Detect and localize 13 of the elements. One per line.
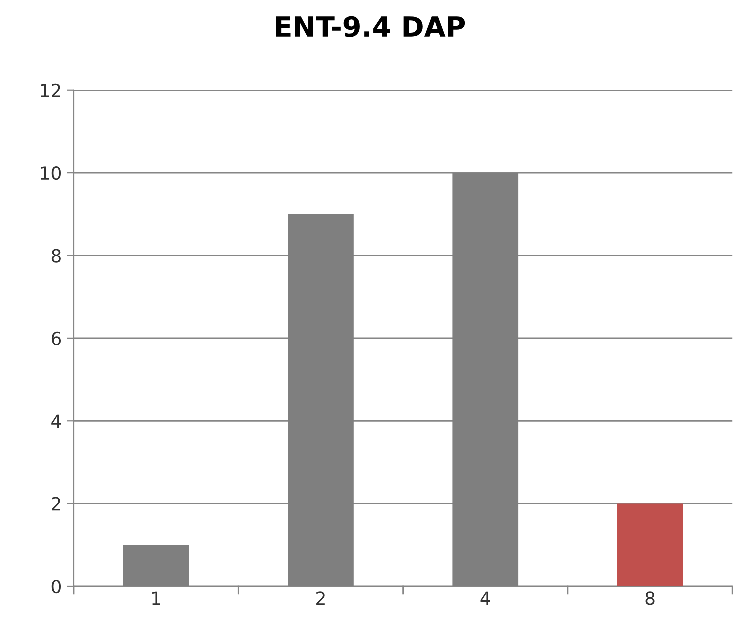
x-tick-label: 1: [152, 592, 160, 606]
y-tick-label: 0: [52, 580, 61, 594]
y-tick-label: 4: [52, 414, 62, 428]
y-tick-label: 6: [52, 332, 62, 346]
x-tick-label: 4: [480, 592, 490, 606]
x-tick-label: 8: [646, 592, 655, 606]
bar: [617, 504, 684, 586]
y-tick-label: 8: [52, 249, 61, 263]
y-tick-label: 12: [41, 84, 60, 98]
y-tick-label: 2: [52, 497, 60, 511]
x-tick-label: 2: [316, 592, 325, 606]
y-tick-label: 10: [41, 166, 61, 180]
chart-title: ENT-9.4 DAP: [276, 16, 466, 38]
